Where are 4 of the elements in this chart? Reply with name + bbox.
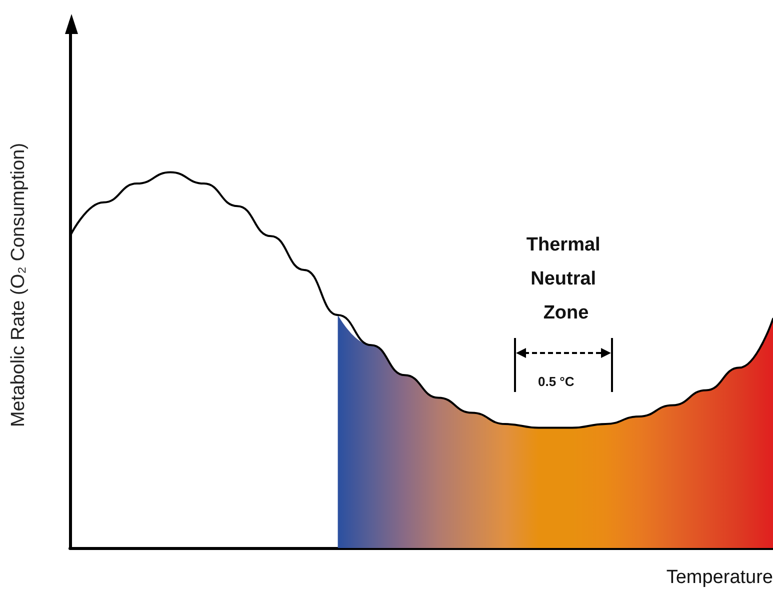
y-axis-title: Metabolic Rate (O₂ Consumption) bbox=[8, 142, 29, 428]
x-axis-title: Temperature bbox=[666, 567, 773, 588]
annotation: 0.5 °C bbox=[538, 374, 575, 389]
annotation: Thermal Neutral Zone bbox=[526, 234, 606, 324]
